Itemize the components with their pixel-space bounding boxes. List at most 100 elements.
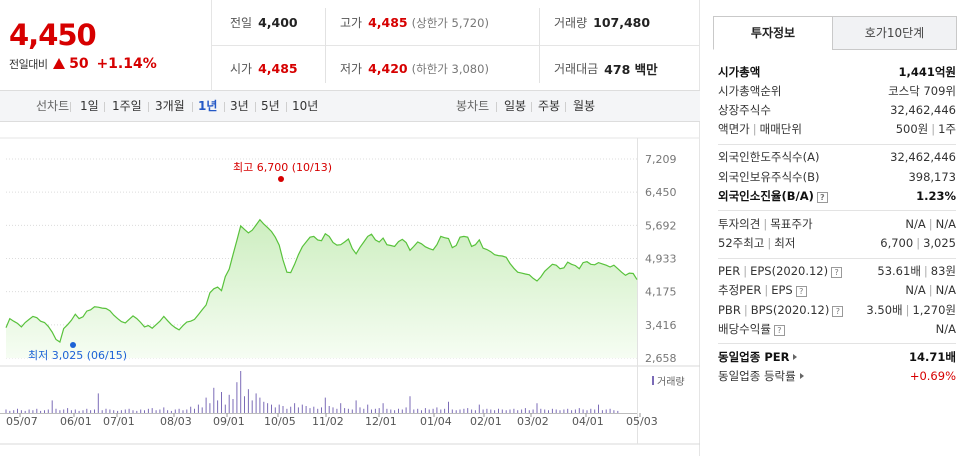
x-tick-label: 07/01 xyxy=(103,415,135,428)
arrow-right-icon xyxy=(799,373,804,380)
foreign-hold-row: 외국인보유주식수(B) 398,173 xyxy=(718,169,956,184)
summary-col-divider xyxy=(539,8,540,83)
price-chart[interactable]: 7,209 6,450 5,692 4,933 4,175 3,416 2,658 최고 6,… xyxy=(0,122,700,456)
foreign-limit-row: 외국인한도주식수(A) 32,462,446 xyxy=(718,150,956,165)
change-percent: +1.14% xyxy=(96,56,157,72)
toolbar-separator xyxy=(565,102,566,112)
tab-underline xyxy=(833,49,957,50)
per-row: PER | EPS(2020.12)? 53.61배 | 83원 xyxy=(718,264,956,279)
tab-investment-info[interactable]: 투자정보 xyxy=(713,16,833,50)
y-tick-label: 3,416 xyxy=(645,319,677,332)
x-tick-label: 10/05 xyxy=(264,415,296,428)
x-tick-label: 04/01 xyxy=(572,415,604,428)
valuation-section: PER | EPS(2020.12)? 53.61배 | 83원 추정PER | EPS? … xyxy=(718,259,956,345)
toolbar-separator xyxy=(286,102,287,112)
high-marker xyxy=(278,176,284,182)
y-tick-label: 5,692 xyxy=(645,219,677,232)
chart-period-toolbar: 선차트 1일 1주일 3개월 1년 3년 5년 10년 봉차트 일봉 주봉 월봉 xyxy=(0,91,700,122)
y-tick-label: 4,933 xyxy=(645,253,677,266)
foreign-section: 외국인한도주식수(A) 32,462,446 외국인보유주식수(B) 398,1… xyxy=(718,145,956,212)
change-row: 전일대비 50 +1.14% xyxy=(9,56,157,72)
summary-col-divider xyxy=(325,8,326,83)
x-tick-label: 09/01 xyxy=(213,415,245,428)
sector-per-row[interactable]: 동일업종 PER 14.71배 xyxy=(718,350,956,365)
tab-order-book[interactable]: 호가10단계 xyxy=(832,16,957,50)
toolbar-separator xyxy=(224,102,225,112)
pbr-row: PBR | BPS(2020.12)? 3.50배 | 1,270원 xyxy=(718,302,956,317)
week52-row: 52주최고 | 최저 6,700 | 3,025 xyxy=(718,236,956,251)
high-label: 최고 6,700 (10/13) xyxy=(233,161,332,174)
investment-info-panel: 투자정보 호가10단계 시가총액 1,441억원 시가총액순위 코스닥 709위… xyxy=(706,0,967,456)
period-1y[interactable]: 1년 xyxy=(198,99,218,113)
period-5y[interactable]: 5년 xyxy=(261,99,280,113)
y-tick-label: 6,450 xyxy=(645,186,677,199)
help-icon[interactable]: ? xyxy=(816,191,828,203)
current-price: 4,450 xyxy=(9,18,97,52)
opinion-section: 투자의견 | 목표주가 N/A | N/A 52주최고 | 최저 6,700 | 3,025 xyxy=(718,211,956,259)
volume: 거래량 107,480 xyxy=(554,15,651,30)
trade-amount: 거래대금 478 백만 xyxy=(554,62,658,77)
toolbar-separator xyxy=(531,102,532,112)
help-icon[interactable]: ? xyxy=(795,286,807,298)
x-tick-label: 08/03 xyxy=(160,415,192,428)
market-cap-row: 시가총액 1,441억원 xyxy=(718,64,956,79)
high-price: 고가 4,485 (상한가 5,720) xyxy=(340,15,489,30)
help-icon[interactable]: ? xyxy=(773,324,785,336)
sector-section: 동일업종 PER 14.71배 동일업종 등락률 +0.69% xyxy=(718,344,956,390)
listed-shares-row: 상장주식수 32,462,446 xyxy=(718,102,956,117)
period-10y[interactable]: 10년 xyxy=(292,99,319,113)
foreign-rate-row: 외국인소진율(B/A)? 1.23% xyxy=(718,188,956,203)
x-tick-label: 03/02 xyxy=(517,415,549,428)
x-tick-label: 05/07 xyxy=(6,415,38,428)
low-marker xyxy=(70,342,76,348)
volume-legend-label: 거래량 xyxy=(657,376,685,388)
x-tick-label: 06/01 xyxy=(60,415,92,428)
arrow-right-icon xyxy=(793,354,798,361)
toolbar-separator xyxy=(192,102,193,112)
investment-info-table: 시가총액 1,441억원 시가총액순위 코스닥 709위 상장주식수 32,46… xyxy=(718,59,956,391)
period-3y[interactable]: 3년 xyxy=(230,99,249,113)
up-triangle-icon xyxy=(53,58,66,69)
price-summary: 4,450 전일대비 50 +1.14% 전일 4,400 시가 4,485 고… xyxy=(0,0,700,91)
opinion-row: 투자의견 | 목표주가 N/A | N/A xyxy=(718,216,956,231)
x-tick-label: 02/01 xyxy=(470,415,502,428)
x-tick-label: 01/04 xyxy=(420,415,452,428)
price-area-fill xyxy=(6,219,637,358)
candle-monthly[interactable]: 월봉 xyxy=(573,99,596,113)
change-amount: 50 xyxy=(69,56,89,72)
market-cap-section: 시가총액 1,441억원 시가총액순위 코스닥 709위 상장주식수 32,46… xyxy=(718,59,956,145)
x-tick-label: 12/01 xyxy=(365,415,397,428)
low-price: 저가 4,420 (하한가 3,080) xyxy=(340,61,489,76)
summary-divider xyxy=(212,45,700,46)
x-tick-label: 05/03 xyxy=(626,415,658,428)
low-label: 최저 3,025 (06/15) xyxy=(28,349,127,362)
period-1w[interactable]: 1주일 xyxy=(112,99,142,113)
y-tick-label: 7,209 xyxy=(645,153,677,166)
period-3m[interactable]: 3개월 xyxy=(155,99,185,113)
period-1d[interactable]: 1일 xyxy=(80,99,99,113)
candle-chart-label: 봉차트 xyxy=(456,99,490,113)
toolbar-separator xyxy=(255,102,256,112)
change-label: 전일대비 xyxy=(9,58,48,71)
price-line xyxy=(5,218,638,343)
candle-daily[interactable]: 일봉 xyxy=(504,99,527,113)
open-price: 시가 4,485 xyxy=(230,61,298,76)
toolbar-separator xyxy=(70,102,71,112)
help-icon[interactable]: ? xyxy=(832,305,844,317)
toolbar-separator xyxy=(148,102,149,112)
info-tabs: 투자정보 호가10단계 xyxy=(713,16,957,50)
help-icon[interactable]: ? xyxy=(831,267,843,279)
sector-rate-row[interactable]: 동일업종 등락률 +0.69% xyxy=(718,369,956,384)
prev-close: 전일 4,400 xyxy=(230,15,298,30)
x-tick-label: 11/02 xyxy=(312,415,344,428)
volume-legend-swatch xyxy=(652,376,654,385)
candle-weekly[interactable]: 주봉 xyxy=(538,99,561,113)
dividend-row: 배당수익률? N/A xyxy=(718,321,956,336)
current-price-box: 4,450 전일대비 50 +1.14% xyxy=(0,0,212,91)
line-chart-label: 선차트 xyxy=(36,99,70,113)
y-tick-label: 4,175 xyxy=(645,286,677,299)
est-per-row: 추정PER | EPS? N/A | N/A xyxy=(718,283,956,298)
y-tick-label: 2,658 xyxy=(645,352,677,365)
par-value-row: 액면가 | 매매단위 500원 | 1주 xyxy=(718,122,956,137)
price-chart-svg: 7,209 6,450 5,692 4,933 4,175 3,416 2,658 최고 6,… xyxy=(0,137,700,445)
